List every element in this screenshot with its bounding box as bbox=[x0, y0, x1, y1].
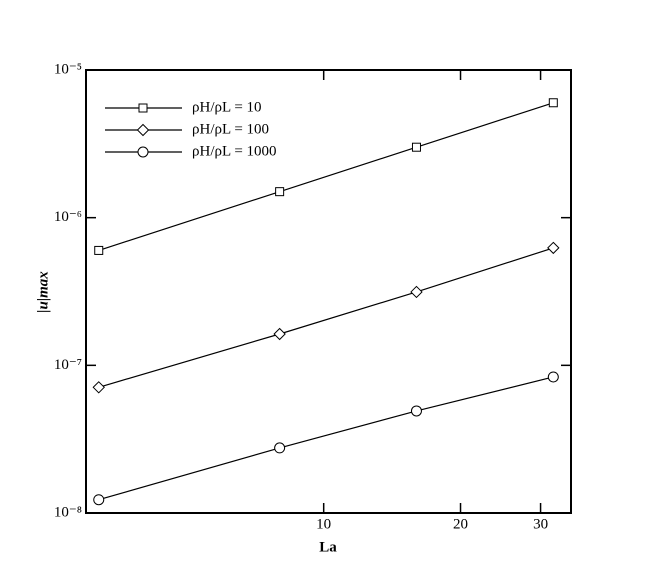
marker bbox=[273, 327, 286, 341]
x-tick-label: 10 bbox=[316, 516, 331, 532]
marker bbox=[547, 241, 560, 255]
x-axis-label: La bbox=[319, 539, 337, 555]
y-tick-label: 10⁻⁶ bbox=[54, 209, 82, 225]
marker bbox=[137, 146, 149, 158]
legend-label: ρH/ρL = 10 bbox=[192, 99, 262, 115]
x-tick-label: 20 bbox=[453, 516, 468, 532]
marker bbox=[93, 494, 105, 506]
marker bbox=[275, 187, 285, 197]
y-tick-label: 10⁻⁸ bbox=[54, 504, 82, 520]
marker bbox=[548, 98, 558, 108]
x-tick-label: 30 bbox=[533, 516, 548, 532]
y-tick-label: 10⁻⁷ bbox=[54, 357, 82, 373]
marker bbox=[136, 123, 150, 137]
marker bbox=[411, 142, 421, 152]
marker bbox=[138, 103, 148, 113]
line bbox=[98, 102, 554, 251]
marker bbox=[547, 371, 559, 383]
y-axis-label: |u|max bbox=[35, 271, 51, 313]
line bbox=[98, 247, 554, 388]
plot-frame bbox=[85, 69, 572, 514]
y-tick-label: 10⁻⁵ bbox=[54, 61, 82, 77]
marker bbox=[274, 442, 286, 454]
legend-label: ρH/ρL = 100 bbox=[192, 121, 269, 137]
marker bbox=[410, 405, 422, 417]
marker bbox=[410, 285, 423, 299]
marker bbox=[94, 245, 104, 255]
marker bbox=[92, 381, 105, 394]
legend-label: ρH/ρL = 1000 bbox=[192, 143, 277, 159]
line bbox=[98, 376, 554, 501]
